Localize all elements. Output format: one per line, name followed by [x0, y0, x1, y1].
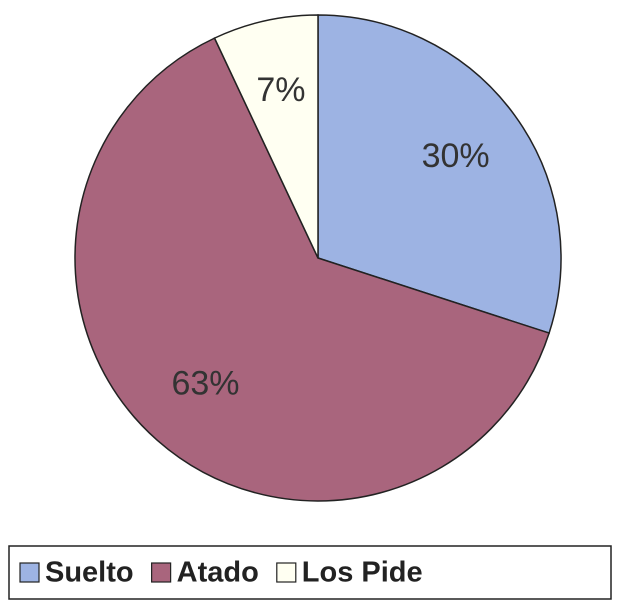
data-label: 30% — [422, 137, 490, 175]
data-label: 63% — [171, 365, 239, 403]
data-label: 7% — [256, 71, 305, 109]
legend-swatch — [151, 562, 172, 583]
legend-label: Suelto — [45, 557, 134, 589]
legend-swatch — [19, 562, 40, 583]
pie-slice — [317, 14, 562, 335]
legend-label: Atado — [177, 557, 259, 589]
legend-label: Los Pide — [302, 557, 423, 589]
legend-box — [8, 545, 612, 600]
pie-slice — [74, 37, 551, 502]
pie-slice — [213, 14, 319, 259]
legend-swatch — [276, 562, 297, 583]
